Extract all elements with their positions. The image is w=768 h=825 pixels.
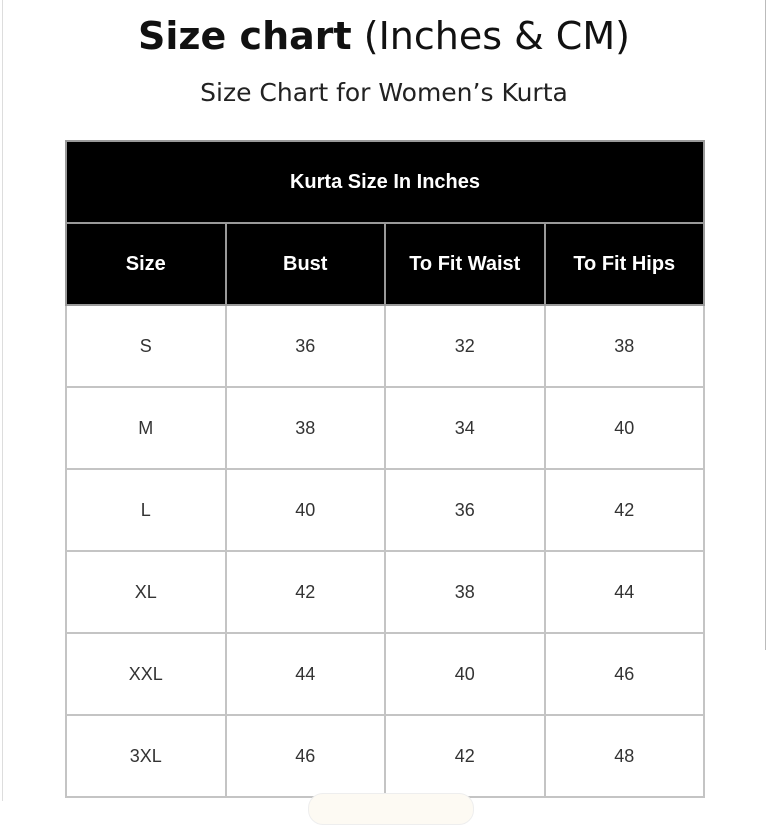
table-cell: 32	[384, 304, 546, 388]
header-size: Size	[65, 222, 227, 306]
table-cell: 44	[543, 550, 705, 634]
header-waist: To Fit Waist	[384, 222, 546, 306]
page-title: Size chart (Inches & CM)	[0, 14, 768, 58]
table-row: XL 42 38 44	[65, 550, 705, 634]
table-cell: 44	[224, 632, 386, 716]
page-subtitle: Size Chart for Women’s Kurta	[200, 78, 568, 107]
table-cell: 38	[224, 386, 386, 470]
table-cell: 36	[384, 468, 546, 552]
table-cell: 46	[543, 632, 705, 716]
table-row: XXL 44 40 46	[65, 632, 705, 716]
table-cell: 36	[224, 304, 386, 388]
table-cell: 40	[543, 386, 705, 470]
table-header-row: Size Bust To Fit Waist To Fit Hips	[65, 222, 705, 306]
table-cell: 3XL	[65, 714, 227, 798]
table-row: S 36 32 38	[65, 304, 705, 388]
floating-pill[interactable]	[308, 793, 474, 825]
table-cell: 42	[384, 714, 546, 798]
table-cell: L	[65, 468, 227, 552]
header-hips: To Fit Hips	[543, 222, 705, 306]
table-cell: 38	[384, 550, 546, 634]
table-row: 3XL 46 42 48	[65, 714, 705, 798]
title-bold: Size chart	[138, 14, 352, 58]
table-row: M 38 34 40	[65, 386, 705, 470]
table-cell: 42	[543, 468, 705, 552]
table-cell: 40	[224, 468, 386, 552]
title-rest: (Inches & CM)	[351, 14, 630, 58]
table-cell: XL	[65, 550, 227, 634]
table-cell: 34	[384, 386, 546, 470]
table-cell: XXL	[65, 632, 227, 716]
table-cell: 38	[543, 304, 705, 388]
header-bust: Bust	[224, 222, 386, 306]
table-caption-row: Kurta Size In Inches	[65, 140, 705, 224]
table-cell: S	[65, 304, 227, 388]
table-row: L 40 36 42	[65, 468, 705, 552]
table-caption: Kurta Size In Inches	[65, 140, 705, 224]
size-table: Kurta Size In Inches Size Bust To Fit Wa…	[65, 140, 705, 798]
table-cell: 40	[384, 632, 546, 716]
table-cell: 46	[224, 714, 386, 798]
table-cell: 42	[224, 550, 386, 634]
table-cell: 48	[543, 714, 705, 798]
page-edge-left	[2, 0, 3, 801]
table-cell: M	[65, 386, 227, 470]
page-edge-right	[765, 0, 766, 650]
